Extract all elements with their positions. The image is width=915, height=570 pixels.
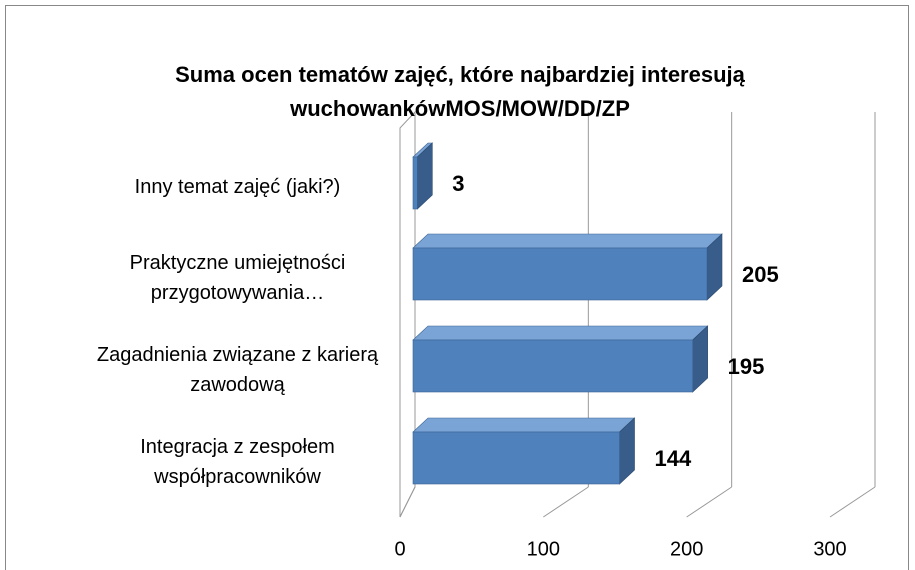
category-label: Praktyczne umiejętności przygotowywania… [129, 252, 346, 304]
bar-top [412, 233, 723, 249]
bar [412, 233, 723, 301]
bar-top [412, 417, 636, 433]
value-label: 3 [452, 171, 464, 196]
bar-front [412, 431, 620, 485]
value-label: 144 [655, 446, 692, 471]
category-label: Zagadnienia związane z karierą zawodową [96, 344, 379, 396]
x-tick-label: 300 [813, 538, 846, 560]
grid-line [829, 486, 876, 518]
bar [412, 142, 434, 210]
grid-line [399, 486, 416, 518]
bar [412, 325, 709, 393]
category-label: Inny temat zajęć (jaki?) [134, 176, 341, 198]
chart-title: Suma ocen tematów zajęć, które najbardzi… [175, 62, 745, 121]
bar-front [412, 247, 708, 301]
value-label: 205 [742, 262, 779, 287]
category-label: Integracja z zespołem współpracowników [140, 436, 335, 488]
x-tick-label: 0 [394, 538, 405, 560]
x-tick-label: 200 [670, 538, 703, 560]
frame [5, 5, 909, 570]
bar [412, 417, 636, 485]
grid-line [686, 486, 732, 518]
x-tick-label: 100 [527, 538, 560, 560]
value-label: 195 [728, 354, 765, 379]
bar-top [412, 325, 709, 341]
bar-front [412, 156, 418, 210]
bar-front [412, 339, 693, 393]
grid-line [543, 486, 589, 518]
